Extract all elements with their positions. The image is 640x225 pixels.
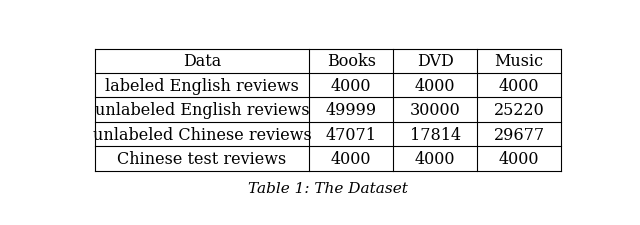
Text: 4000: 4000 [499, 150, 540, 167]
Text: Chinese test reviews: Chinese test reviews [118, 150, 287, 167]
Text: DVD: DVD [417, 53, 454, 70]
Text: Data: Data [183, 53, 221, 70]
Text: 29677: 29677 [493, 126, 545, 143]
Text: Music: Music [495, 53, 544, 70]
Text: 4000: 4000 [499, 77, 540, 94]
Text: unlabeled English reviews: unlabeled English reviews [95, 102, 309, 119]
Text: 4000: 4000 [415, 150, 456, 167]
Text: 17814: 17814 [410, 126, 461, 143]
Text: Books: Books [327, 53, 376, 70]
Text: 4000: 4000 [331, 150, 372, 167]
Text: 49999: 49999 [326, 102, 377, 119]
Text: 47071: 47071 [326, 126, 377, 143]
Text: 4000: 4000 [415, 77, 456, 94]
Text: 4000: 4000 [331, 77, 372, 94]
Text: labeled English reviews: labeled English reviews [105, 77, 299, 94]
Text: Table 1: The Dataset: Table 1: The Dataset [248, 181, 408, 195]
Text: 25220: 25220 [494, 102, 545, 119]
Text: unlabeled Chinese reviews: unlabeled Chinese reviews [93, 126, 312, 143]
Text: 30000: 30000 [410, 102, 461, 119]
